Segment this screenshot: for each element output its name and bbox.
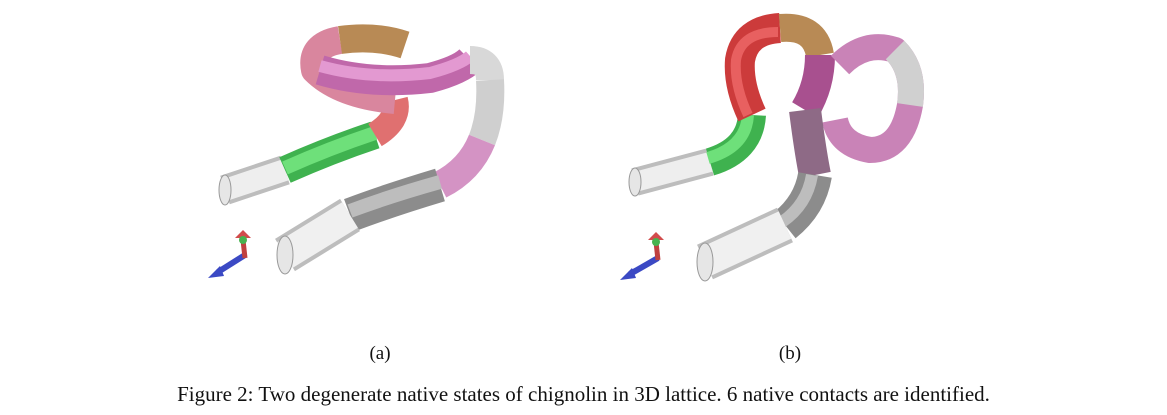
figure-panel-a: [190, 0, 520, 310]
axes-glyph-b: [620, 232, 664, 280]
chignolin-tube-render-b: [620, 13, 924, 282]
chignolin-tube-render-a: [208, 24, 505, 278]
subfigure-label-b: (b): [778, 343, 802, 364]
subfigure-label-a: (a): [369, 343, 391, 364]
figure-panel-b: [610, 0, 940, 310]
axes-glyph-a: [208, 230, 251, 278]
figure-caption: Figure 2: Two degenerate native states o…: [177, 382, 990, 406]
